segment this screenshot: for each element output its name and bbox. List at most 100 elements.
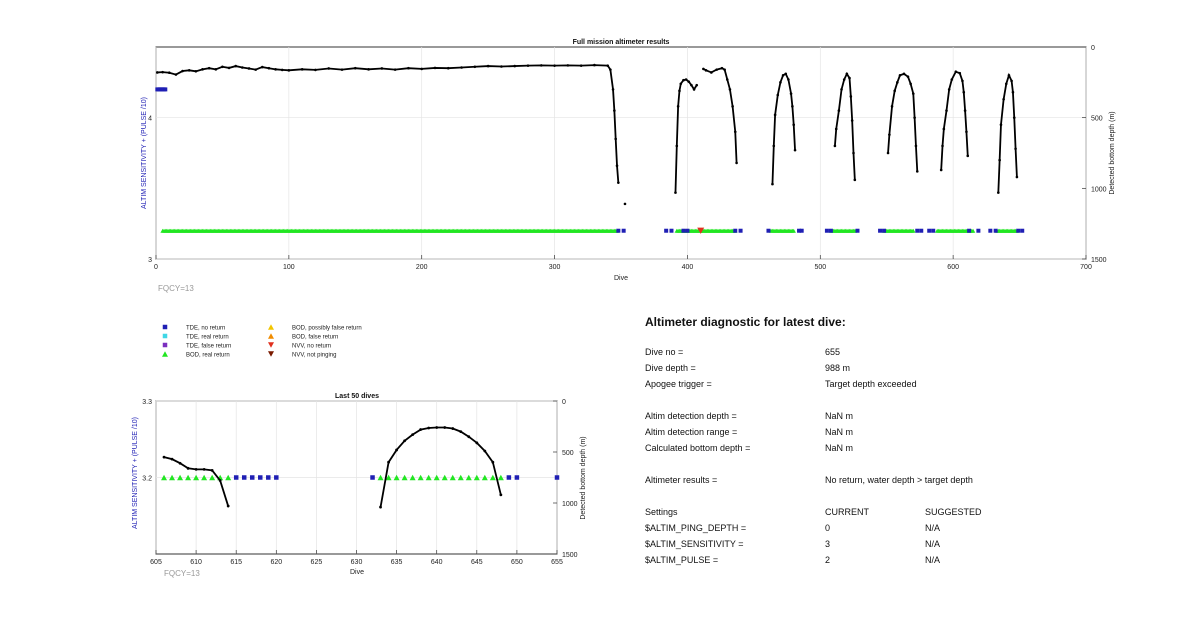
x-tick-label: 200 [416, 264, 428, 271]
depth-point [327, 67, 331, 70]
depth-point [499, 493, 503, 497]
depth-point [965, 130, 968, 134]
depth-point [682, 78, 685, 82]
bod-real-return-marker [377, 474, 384, 481]
legend-marker [162, 333, 168, 339]
bod-real-return-marker [185, 474, 192, 481]
depth-point [395, 448, 398, 452]
depth-point [353, 66, 357, 70]
bod-real-return-marker [497, 474, 504, 481]
depth-point [1002, 97, 1005, 101]
tde-no-return-marker [554, 475, 560, 480]
depth-point [853, 178, 857, 182]
depth-point [187, 69, 191, 72]
depth-point [609, 68, 612, 71]
legend-marker [268, 342, 274, 348]
tde-no-return-marker [274, 475, 279, 480]
depth-point [787, 78, 790, 81]
depth-point [958, 71, 962, 75]
diagnostic-value: 655 [825, 347, 841, 357]
bottom-left-ticks: 3.2 3.3 [142, 399, 152, 483]
depth-point [679, 82, 683, 86]
depth-point [702, 67, 705, 71]
top-depth-lines [156, 63, 1019, 206]
bod-real-return-marker [225, 474, 232, 481]
depth-point [684, 78, 688, 81]
bod-real-return-marker [169, 474, 176, 481]
bod-real-return-marker [417, 474, 424, 481]
diagnostic-suggested: N/A [925, 555, 941, 565]
depth-point [954, 70, 958, 74]
depth-point [267, 66, 271, 70]
depth-point [728, 88, 732, 91]
bod-real-return-marker [409, 474, 416, 481]
diagnostic-label: Dive depth = [645, 363, 696, 373]
tde-no-return-marker [988, 228, 993, 233]
depth-point [526, 64, 530, 67]
x-tick-label: 655 [551, 559, 563, 566]
depth-point [614, 137, 617, 141]
depth-point [314, 68, 317, 72]
depth-point [254, 68, 257, 71]
setting-marker [163, 87, 168, 92]
depth-point [593, 63, 596, 67]
depth-point [473, 65, 477, 69]
depth-point [167, 71, 171, 75]
depth-point [845, 72, 849, 76]
bottom-right-ticks: 0 500 1000 1500 [553, 399, 578, 559]
bod-real-return-marker [201, 474, 208, 481]
top-left-axis-label: ALTIM SENSITIVITY + (PULSE /10) [141, 97, 148, 209]
tde-no-return-marker [370, 475, 375, 480]
depth-point [725, 78, 729, 81]
bottom-x-axis-label: Dive [350, 569, 364, 576]
depth-point [999, 123, 1003, 127]
right-tick-label: 1000 [562, 501, 578, 508]
depth-point [467, 435, 471, 439]
depth-point [433, 66, 437, 70]
diagnostic-value: NaN m [825, 411, 854, 421]
depth-point [898, 73, 902, 77]
legend-marker [268, 324, 274, 330]
tde-no-return-marker [738, 228, 743, 233]
depth-point [963, 109, 967, 112]
diagnostic-label: Altim detection range = [645, 427, 738, 437]
bod-real-return-marker [433, 474, 440, 481]
depth-point [162, 455, 166, 459]
depth-point [833, 144, 837, 148]
depth-point [446, 66, 450, 70]
x-tick-label: 640 [431, 559, 443, 566]
setting-marker [791, 228, 796, 233]
depth-point [161, 70, 164, 74]
left-tick-label: 4 [148, 116, 152, 123]
tde-no-return-marker [993, 228, 998, 233]
top-x-ticks: 0 100 200 300 400 500 600 700 [154, 255, 1092, 271]
depth-point [427, 426, 431, 430]
depth-point [539, 64, 543, 67]
depth-point [1012, 116, 1016, 119]
diagnostic-title: Altimeter diagnostic for latest dive: [645, 315, 846, 329]
depth-point [902, 72, 906, 76]
depth-point [915, 170, 919, 173]
depth-point [579, 64, 583, 67]
depth-point [606, 64, 610, 67]
depth-point [387, 460, 390, 464]
right-tick-label: 1000 [1091, 186, 1107, 193]
x-tick-label: 610 [190, 559, 202, 566]
depth-point [695, 83, 699, 87]
depth-point [218, 479, 222, 482]
depth-point [678, 89, 681, 93]
depth-point [945, 109, 948, 112]
bod-real-return-marker [441, 474, 448, 481]
depth-point [950, 78, 954, 81]
depth-point [913, 116, 916, 119]
tde-no-return-marker [506, 475, 512, 480]
depth-point [201, 68, 204, 71]
legend-label: TDE, no return [186, 326, 225, 332]
depth-point [280, 68, 284, 72]
tde-no-return-marker [797, 228, 802, 233]
depth-point [475, 441, 479, 445]
depth-point [287, 69, 291, 72]
tde-no-return-marker [799, 228, 804, 233]
setting-marker [970, 228, 976, 233]
